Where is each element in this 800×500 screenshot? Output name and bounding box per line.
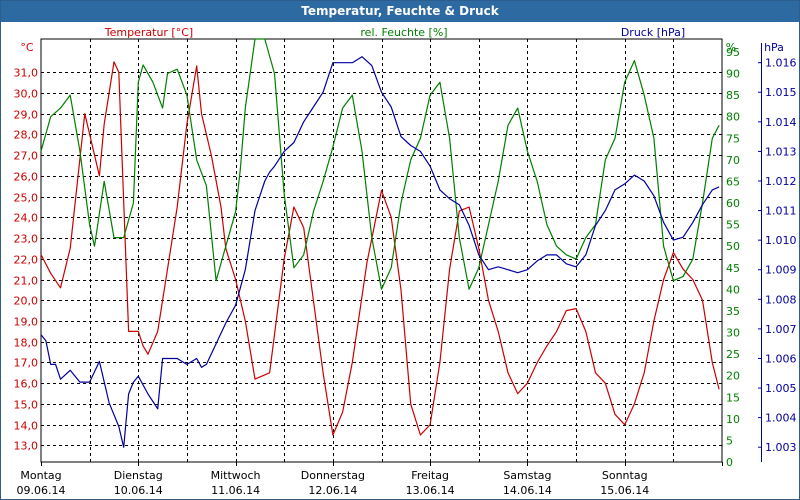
humidity-tick-label: 85	[726, 89, 740, 102]
day-date-label: 13.06.14	[406, 484, 455, 497]
pressure-tick-label: 1.009	[765, 264, 797, 277]
temperature-series-label: Temperatur [°C]	[104, 26, 193, 39]
humidity-tick-label: 65	[726, 175, 740, 188]
temperature-tick-label: 18,0	[14, 337, 39, 350]
temperature-tick-label: 24,0	[14, 212, 39, 225]
pressure-tick-label: 1.005	[765, 382, 797, 395]
humidity-tick-label: 0	[726, 456, 733, 469]
day-name-label: Donnerstag	[301, 469, 365, 482]
pressure-tick-label: 1.006	[765, 352, 797, 365]
humidity-tick-label: 30	[726, 327, 740, 340]
day-date-label: 11.06.14	[211, 484, 260, 497]
day-name-label: Mittwoch	[211, 469, 261, 482]
temperature-tick-label: 21,0	[14, 275, 39, 288]
temperature-tick-label: 19,0	[14, 316, 39, 329]
humidity-series-line	[40, 38, 720, 290]
temperature-tick-label: 28,0	[14, 129, 39, 142]
humidity-tick-label: 70	[726, 154, 740, 167]
temperature-series-line	[40, 61, 720, 436]
temperature-tick-label: 25,0	[14, 192, 39, 205]
chart-title: Temperatur, Feuchte & Druck	[1, 1, 799, 22]
pressure-tick-label: 1.007	[765, 323, 797, 336]
pressure-tick-label: 1.008	[765, 293, 797, 306]
day-date-label: 14.06.14	[503, 484, 552, 497]
humidity-tick-label: 80	[726, 111, 740, 124]
pressure-unit-label: hPa	[764, 41, 784, 54]
temperature-tick-label: 15,0	[14, 399, 39, 412]
humidity-tick-label: 40	[726, 283, 740, 296]
humidity-series-label: rel. Feuchte [%]	[360, 26, 447, 39]
pressure-tick-label: 1.011	[765, 205, 797, 218]
pressure-tick-label: 1.004	[765, 412, 797, 425]
temperature-tick-label: 16,0	[14, 378, 39, 391]
temperature-tick-label: 26,0	[14, 171, 39, 184]
temperature-tick-label: 17,0	[14, 357, 39, 370]
temperature-tick-label: 27,0	[14, 150, 39, 163]
plot-area	[40, 38, 723, 463]
temperature-tick-label: 20,0	[14, 295, 39, 308]
temperature-tick-label: 30,0	[14, 88, 39, 101]
day-date-label: 15.06.14	[600, 484, 649, 497]
day-name-label: Samstag	[503, 469, 551, 482]
humidity-unit-label: %	[726, 41, 736, 54]
humidity-tick-label: 25	[726, 348, 740, 361]
day-name-label: Freitag	[411, 469, 449, 482]
humidity-tick-label: 60	[726, 197, 740, 210]
pressure-tick-label: 1.003	[765, 441, 797, 454]
humidity-tick-label: 50	[726, 240, 740, 253]
temperature-tick-label: 14,0	[14, 420, 39, 433]
day-name-label: Montag	[20, 469, 61, 482]
day-name-label: Sonntag	[602, 469, 648, 482]
humidity-tick-label: 95	[726, 46, 740, 59]
pressure-tick-label: 1.012	[765, 175, 797, 188]
pressure-series-label: Druck [hPa]	[621, 26, 685, 39]
day-name-label: Dienstag	[114, 469, 163, 482]
pressure-tick-label: 1.016	[765, 57, 797, 70]
temperature-tick-label: 23,0	[14, 233, 39, 246]
temperature-tick-label: 31,0	[14, 67, 39, 80]
humidity-tick-label: 35	[726, 305, 740, 318]
humidity-tick-label: 90	[726, 68, 740, 81]
humidity-tick-label: 20	[726, 370, 740, 383]
day-date-label: 10.06.14	[114, 484, 163, 497]
temperature-unit-label: °C	[20, 41, 34, 54]
chart-canvas: 13,0 14,0 15,0 16,0 17,0 18,0 19,0 20,0 21,0 22,0…	[14, 26, 797, 497]
pressure-tick-label: 1.013	[765, 145, 797, 158]
humidity-tick-label: 10	[726, 413, 740, 426]
temperature-tick-label: 22,0	[14, 254, 39, 267]
temperature-tick-label: 13,0	[14, 440, 39, 453]
day-date-label: 09.06.14	[17, 484, 66, 497]
humidity-tick-label: 15	[726, 391, 740, 404]
pressure-tick-label: 1.010	[765, 234, 797, 247]
humidity-tick-label: 5	[726, 434, 733, 447]
humidity-tick-label: 45	[726, 262, 740, 275]
temperature-tick-label: 29,0	[14, 109, 39, 122]
pressure-series-line	[40, 56, 720, 448]
day-date-label: 12.06.14	[308, 484, 357, 497]
pressure-tick-label: 1.015	[765, 86, 797, 99]
humidity-tick-label: 55	[726, 219, 740, 232]
humidity-tick-label: 75	[726, 132, 740, 145]
pressure-tick-label: 1.014	[765, 116, 797, 129]
